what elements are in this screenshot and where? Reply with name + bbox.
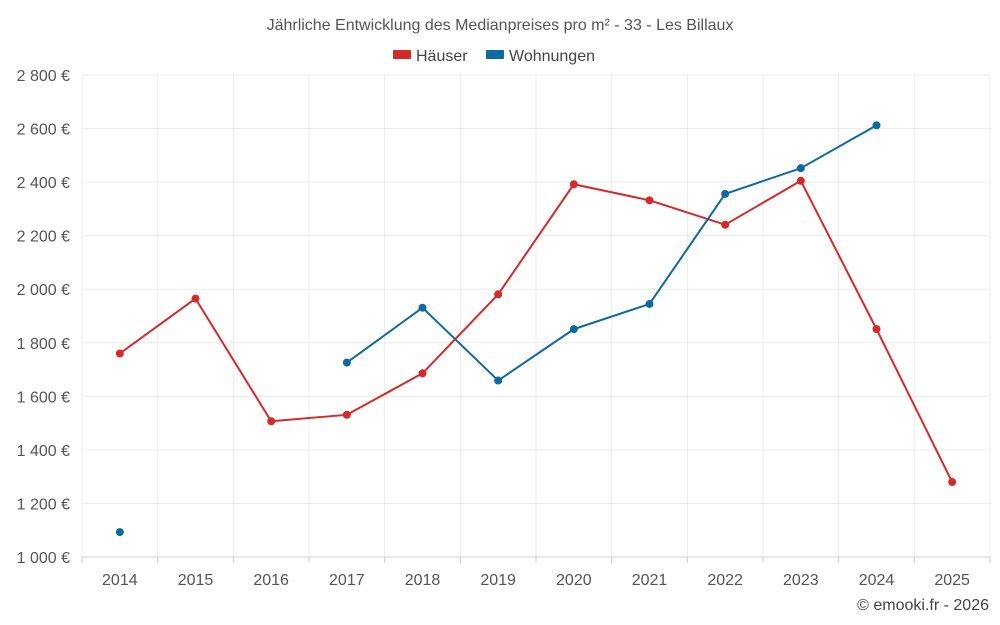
y-tick-label: 2 200 € [17, 229, 70, 246]
data-point-wohnungen[interactable] [342, 358, 351, 367]
y-axis: 1 000 € 1 200 € 1 400 € 1 600 € 1 800 € 2 000… [17, 68, 70, 567]
y-tick-label: 1 000 € [17, 550, 70, 567]
y-tick-label: 1 400 € [17, 443, 70, 460]
y-tick-label: 2 400 € [17, 175, 70, 192]
series-line-haeuser [119, 179, 954, 483]
y-tick-label: 1 800 € [17, 336, 70, 353]
series-line-wohnungen [346, 124, 877, 382]
legend: Häuser Wohnungen [393, 48, 595, 65]
data-point-haeuser[interactable] [645, 196, 654, 205]
x-tick-label: 2021 [632, 572, 668, 589]
data-point-wohnungen[interactable] [796, 164, 805, 173]
x-tick-label: 2019 [480, 572, 516, 589]
legend-swatch-haeuser [393, 50, 411, 59]
x-tick-label: 2024 [859, 572, 895, 589]
data-point-haeuser[interactable] [872, 325, 881, 334]
data-point-wohnungen[interactable] [569, 325, 578, 334]
x-tick-label: 2018 [405, 572, 441, 589]
legend-swatch-wohnungen [486, 50, 504, 59]
data-point-haeuser[interactable] [267, 417, 276, 426]
x-tick-label: 2015 [178, 572, 214, 589]
data-point-wohnungen[interactable] [872, 121, 881, 130]
data-point-wohnungen[interactable] [115, 528, 124, 537]
chart-title: Jährliche Entwicklung des Medianpreises … [267, 17, 734, 34]
legend-item-wohnungen[interactable]: Wohnungen [486, 48, 595, 65]
data-point-haeuser[interactable] [948, 478, 957, 487]
series-group [115, 121, 957, 537]
x-tick-label: 2025 [934, 572, 970, 589]
data-point-haeuser[interactable] [115, 349, 124, 358]
data-point-haeuser[interactable] [569, 180, 578, 189]
x-tick-label: 2020 [556, 572, 592, 589]
data-point-wohnungen[interactable] [645, 299, 654, 308]
gridlines [81, 74, 991, 558]
data-point-haeuser[interactable] [191, 294, 200, 303]
data-point-wohnungen[interactable] [418, 303, 427, 312]
x-tick-label: 2017 [329, 572, 365, 589]
data-point-wohnungen[interactable] [721, 189, 730, 198]
legend-label-haeuser: Häuser [416, 48, 468, 65]
data-point-haeuser[interactable] [494, 290, 503, 299]
y-tick-label: 2 600 € [17, 122, 70, 139]
data-point-haeuser[interactable] [721, 220, 730, 229]
y-tick-label: 2 800 € [17, 68, 70, 85]
x-tick-label: 2022 [707, 572, 743, 589]
data-point-wohnungen[interactable] [494, 376, 503, 385]
x-tick-label: 2023 [783, 572, 819, 589]
data-point-haeuser[interactable] [418, 369, 427, 378]
y-tick-label: 2 000 € [17, 282, 70, 299]
legend-label-wohnungen: Wohnungen [509, 48, 595, 65]
legend-item-haeuser[interactable]: Häuser [393, 48, 468, 65]
credit-text: © emooki.fr - 2026 [857, 597, 989, 614]
x-tick-label: 2016 [253, 572, 289, 589]
y-tick-label: 1 200 € [17, 496, 70, 513]
data-point-haeuser[interactable] [796, 176, 805, 185]
x-axis: 2014 2015 2016 2017 2018 2019 2020 2021 2022 2023… [81, 556, 991, 589]
x-tick-label: 2014 [102, 572, 138, 589]
data-point-haeuser[interactable] [342, 410, 351, 419]
y-tick-label: 1 600 € [17, 389, 70, 406]
